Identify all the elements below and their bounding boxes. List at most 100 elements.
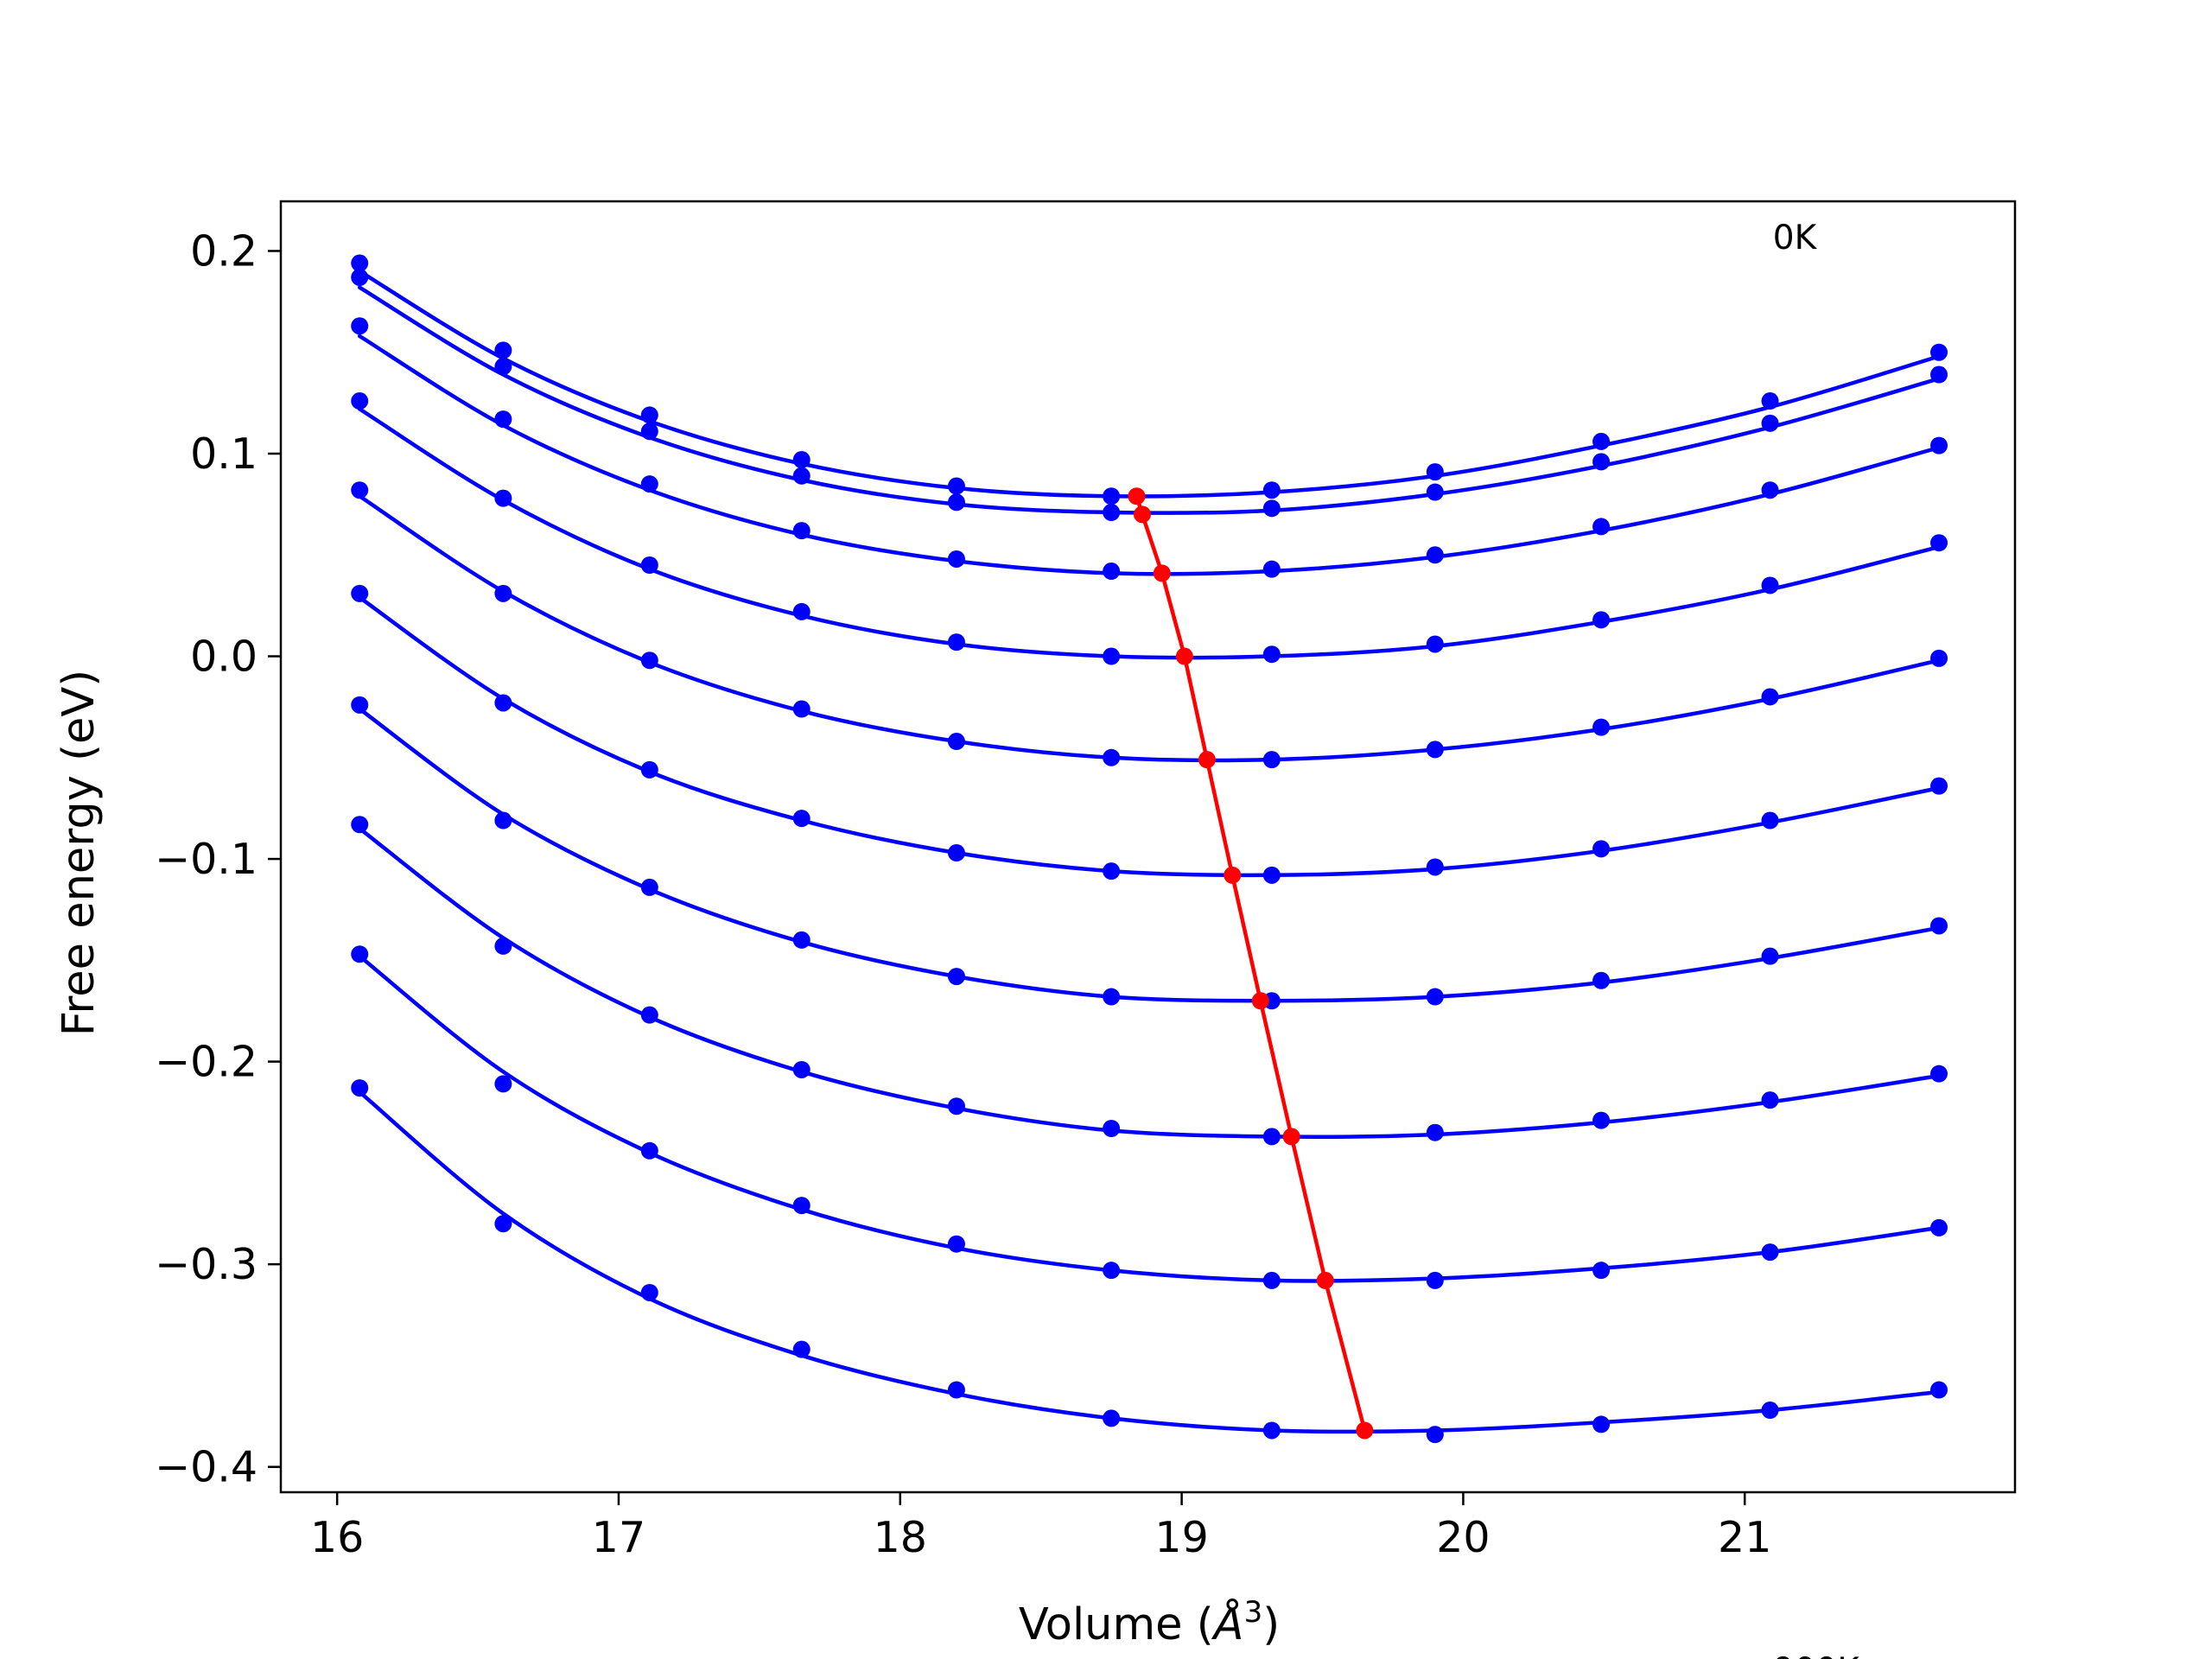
series-6-point-3 — [640, 760, 658, 779]
series-4-point-2 — [494, 489, 512, 507]
series-8-point-2 — [494, 937, 512, 955]
series-9-point-9 — [1592, 1262, 1611, 1280]
series-1-point-11 — [1930, 343, 1948, 361]
minimum-point-2 — [1133, 505, 1151, 524]
series-6-point-9 — [1592, 840, 1611, 858]
series-8-point-9 — [1592, 1111, 1611, 1129]
x-tick-label-16: 16 — [310, 1513, 364, 1562]
series-6-point-4 — [792, 810, 810, 828]
series-4-point-11 — [1930, 534, 1948, 552]
series-3-point-5 — [947, 550, 965, 568]
series-9-point-8 — [1426, 1271, 1444, 1289]
series-5-point-1 — [351, 481, 369, 499]
series-6-point-2 — [494, 694, 512, 712]
x-axis: 16 17 18 19 20 21 — [310, 1492, 1771, 1562]
series-5-point-7 — [1262, 751, 1281, 769]
series-5-point-2 — [494, 584, 512, 602]
series-1-point-6 — [1103, 487, 1121, 505]
series-3-point-8 — [1426, 546, 1444, 564]
series-3-point-2 — [494, 410, 512, 429]
series-5-point-5 — [947, 733, 965, 751]
series-10-point-5 — [947, 1381, 965, 1399]
series-8-point-4 — [792, 1060, 810, 1078]
series-3-point-6 — [1103, 563, 1121, 581]
series-2-point-7 — [1262, 499, 1281, 518]
y-tick-label-5: −0.3 — [155, 1240, 257, 1289]
series-2-point-1 — [351, 268, 369, 286]
series-4-point-1 — [351, 392, 369, 410]
y-tick-label-6: −0.4 — [155, 1443, 257, 1492]
series-6-point-10 — [1761, 811, 1779, 830]
y-tick-label-1: 0.1 — [190, 429, 257, 479]
series-7-point-8 — [1426, 988, 1444, 1006]
series-9-point-5 — [947, 1235, 965, 1253]
series-4-point-4 — [792, 602, 810, 620]
x-axis-title-close: ) — [1262, 1599, 1280, 1650]
series-9-point-3 — [640, 1141, 658, 1160]
series-7-point-10 — [1761, 947, 1779, 965]
series-3-point-7 — [1262, 560, 1281, 578]
minimum-curve-line — [1135, 495, 1367, 1432]
plot-content — [351, 254, 1948, 1444]
series-7-point-9 — [1592, 971, 1611, 989]
series-3-point-9 — [1592, 518, 1611, 536]
series-8-point-11 — [1930, 1065, 1948, 1083]
minimum-point-9 — [1316, 1271, 1334, 1289]
series-10-point-1 — [351, 1079, 369, 1097]
series-1-point-9 — [1592, 432, 1611, 450]
series-1-point-7 — [1262, 481, 1281, 499]
series-6-point-6 — [1103, 862, 1121, 880]
series-5-point-6 — [1103, 748, 1121, 766]
series-2-point-3 — [640, 423, 658, 441]
series-10-point-2 — [494, 1215, 512, 1233]
series-8-point-7 — [1262, 1128, 1281, 1146]
x-tick-label-18: 18 — [874, 1513, 927, 1562]
series-7-point-11 — [1930, 917, 1948, 935]
x-tick-label-19: 19 — [1154, 1513, 1208, 1562]
series-2-point-9 — [1592, 453, 1611, 471]
series-9-point-7 — [1262, 1271, 1281, 1289]
series-7-point-3 — [640, 878, 658, 896]
series-4-point-3 — [640, 556, 658, 574]
series-9-point-10 — [1761, 1243, 1779, 1262]
series-1-point-5 — [947, 477, 965, 495]
series-7-point-2 — [494, 811, 512, 830]
series-10-point-4 — [792, 1340, 810, 1358]
series-9-point-1 — [351, 945, 369, 963]
y-tick-label-4: −0.2 — [155, 1038, 257, 1087]
series-10-point-11 — [1930, 1381, 1948, 1399]
series-4-point-6 — [1103, 647, 1121, 665]
series-3-point-1 — [351, 317, 369, 335]
x-tick-label-20: 20 — [1436, 1513, 1490, 1562]
series-3-point-4 — [792, 522, 810, 540]
series-10-point-8 — [1426, 1426, 1444, 1444]
y-tick-label-0: 0.2 — [190, 226, 257, 276]
series-1-point-8 — [1426, 463, 1444, 481]
series-1-point-1 — [351, 254, 369, 272]
series-4-point-10 — [1761, 576, 1779, 594]
series-2-point-2 — [494, 358, 512, 376]
series-2-point-6 — [1103, 504, 1121, 522]
series-8-point-3 — [640, 1006, 658, 1024]
series-2-point-8 — [1426, 483, 1444, 501]
series-8-point-6 — [1103, 1120, 1121, 1138]
minimum-point-7 — [1251, 992, 1269, 1010]
series-5-point-10 — [1761, 688, 1779, 706]
series-5-point-3 — [640, 652, 658, 670]
series-9-point-6 — [1103, 1262, 1121, 1280]
series-10-point-6 — [1103, 1409, 1121, 1427]
y-axis-title: Free energy (eV) — [54, 670, 105, 1036]
series-3-point-3 — [640, 475, 658, 493]
series-10-point-3 — [640, 1283, 658, 1301]
series-2-point-4 — [792, 467, 810, 485]
series-7-point-5 — [947, 968, 965, 986]
minimum-point-6 — [1224, 866, 1242, 884]
annotations: 0K 900K — [1773, 219, 1860, 1659]
series-2-point-11 — [1930, 365, 1948, 384]
series-4-point-8 — [1426, 635, 1444, 653]
y-axis: 0.2 0.1 0.0 −0.1 −0.2 −0.3 −0.4 — [155, 226, 281, 1492]
minimum-point-3 — [1153, 564, 1171, 582]
series-9-point-4 — [792, 1197, 810, 1215]
